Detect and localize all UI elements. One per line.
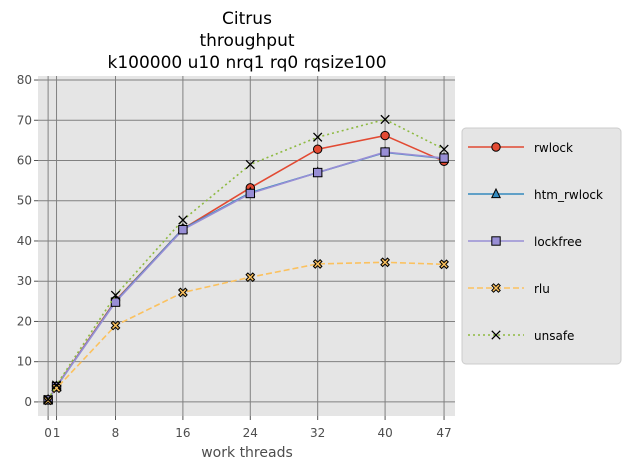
chart-title-line-1: Citrus <box>222 9 272 29</box>
legend-item-unsafe: unsafe <box>468 329 574 343</box>
y-tick-label: 80 <box>17 73 32 87</box>
grid-lines <box>38 76 455 416</box>
legend: rwlock htm_rwlock lockfree rlu unsafe <box>461 127 622 365</box>
legend-marker <box>491 236 501 246</box>
chart-title-line-3: k100000 u10 nrq1 rq0 rqsize100 <box>107 53 386 73</box>
series-unsafe <box>43 114 449 405</box>
data-point-rwlock <box>312 144 323 154</box>
legend-frame <box>461 127 622 365</box>
data-point-unsafe <box>313 132 323 142</box>
legend-label: unsafe <box>534 329 574 343</box>
data-point-lockfree <box>439 153 449 163</box>
x-tick-label: 47 <box>436 426 451 440</box>
y-tick-label: 70 <box>17 113 32 127</box>
legend-item-rwlock: rwlock <box>468 141 573 155</box>
y-tick-label: 40 <box>17 234 32 248</box>
x-tick-label: 0 <box>44 426 52 440</box>
series-group <box>43 114 450 406</box>
chart-title-line-2: throughput <box>199 31 294 51</box>
y-tick-label: 30 <box>17 274 32 288</box>
data-point-unsafe <box>178 215 188 225</box>
data-point-lockfree <box>245 188 255 199</box>
x-tick-label: 32 <box>310 426 325 440</box>
plot-area <box>38 76 455 416</box>
series-line-lockfree <box>47 151 445 401</box>
data-point-rlu <box>380 257 390 268</box>
x-tick-label: 40 <box>377 426 392 440</box>
legend-item-htm_rwlock: htm_rwlock <box>468 187 603 202</box>
data-point-rlu <box>312 259 323 269</box>
legend-label: rlu <box>534 282 550 296</box>
legend-marker <box>490 187 502 199</box>
data-point-rlu <box>245 272 256 283</box>
data-point-rwlock <box>380 130 390 141</box>
legend-label: htm_rwlock <box>534 188 603 202</box>
y-axis-ticks: 0 10 20 30 40 50 60 70 80 <box>17 73 38 409</box>
data-point-unsafe <box>439 144 449 154</box>
y-tick-label: 0 <box>24 395 32 409</box>
data-point-rlu <box>110 320 121 331</box>
legend-item-lockfree: lockfree <box>468 235 582 249</box>
legend-marker <box>491 283 501 293</box>
x-tick-label: 24 <box>243 426 258 440</box>
data-point-lockfree <box>312 167 323 178</box>
x-tick-label: 1 <box>53 426 61 440</box>
legend-label: rwlock <box>534 141 573 155</box>
data-point-unsafe <box>245 159 255 170</box>
chart-title: Citrus throughput k100000 u10 nrq1 rq0 r… <box>107 9 386 73</box>
data-point-lockfree <box>380 147 390 157</box>
data-point-unsafe <box>43 394 53 405</box>
x-axis-label: work threads <box>201 445 293 461</box>
data-point-unsafe <box>380 114 390 125</box>
y-tick-label: 60 <box>17 153 32 167</box>
series-line-rlu <box>47 261 445 401</box>
data-point-rlu <box>177 287 188 298</box>
x-tick-label: 16 <box>175 426 190 440</box>
data-point-lockfree <box>178 225 188 235</box>
legend-marker <box>491 330 501 340</box>
y-tick-label: 50 <box>17 194 32 208</box>
legend-label: lockfree <box>534 235 582 249</box>
legend-marker <box>491 142 501 152</box>
data-point-lockfree <box>110 297 121 307</box>
x-axis-ticks: 0 1 8 16 24 32 40 47 <box>44 416 452 440</box>
y-tick-label: 20 <box>17 314 32 328</box>
y-tick-label: 10 <box>17 355 32 369</box>
data-point-unsafe <box>51 380 62 390</box>
x-tick-label: 8 <box>112 426 120 440</box>
legend-item-rlu: rlu <box>468 282 550 296</box>
data-point-unsafe <box>110 290 121 300</box>
data-point-rlu <box>439 259 449 270</box>
